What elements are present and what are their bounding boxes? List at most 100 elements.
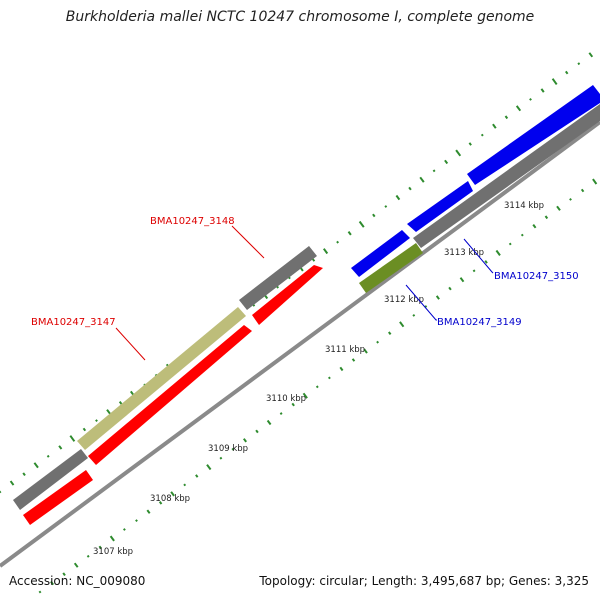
- scale-label-3112: 3112 kbp: [384, 295, 424, 305]
- genome-stats-text: Topology: circular; Length: 3,495,687 bp…: [259, 574, 589, 588]
- gc-tick: [73, 562, 79, 568]
- gc-tick: [529, 98, 532, 101]
- accession-text: Accession: NC_009080: [9, 574, 146, 588]
- gc-tick: [424, 305, 428, 308]
- gc-tick: [455, 149, 462, 157]
- gc-tick: [376, 340, 380, 344]
- gene-red-1[interactable]: [23, 470, 93, 525]
- gc-tick: [432, 169, 436, 173]
- gc-tick: [206, 464, 212, 471]
- gc-tick: [419, 176, 425, 183]
- gc-tick: [577, 62, 581, 66]
- gc-tick: [158, 501, 163, 505]
- gene-label-3149[interactable]: BMA10247_3149: [437, 317, 522, 328]
- gc-tick: [347, 231, 352, 236]
- gc-tick: [387, 331, 392, 335]
- gc-tick: [255, 429, 259, 434]
- gene-red-3147[interactable]: [88, 325, 252, 465]
- gc-tick: [540, 88, 545, 93]
- gc-tick: [135, 519, 138, 523]
- gene-label-3147[interactable]: BMA10247_3147: [31, 317, 116, 328]
- gc-tick: [358, 220, 365, 228]
- gc-tick: [564, 70, 569, 75]
- gc-tick: [339, 366, 344, 372]
- gene-blue-1[interactable]: [351, 230, 410, 277]
- gc-tick: [123, 528, 126, 531]
- gc-tick: [399, 321, 405, 328]
- gene-olive-3149[interactable]: [359, 243, 423, 293]
- gc-tick: [266, 419, 272, 426]
- gene-gray-1[interactable]: [13, 449, 88, 510]
- gc-tick: [46, 454, 50, 458]
- leader-3149: [405, 284, 437, 321]
- scale-label-3113: 3113 kbp: [444, 248, 484, 258]
- gc-tick: [170, 491, 175, 497]
- gc-tick: [588, 52, 594, 58]
- gene-red-3148[interactable]: [252, 265, 323, 325]
- gc-tick: [38, 590, 42, 594]
- gc-tick: [515, 105, 522, 112]
- gc-tick: [384, 205, 388, 208]
- gc-tick: [279, 412, 283, 415]
- gc-tick: [544, 215, 549, 220]
- gc-tick: [459, 277, 465, 283]
- gc-tick: [395, 194, 401, 201]
- gc-tick: [480, 133, 484, 137]
- gc-tick: [484, 260, 488, 264]
- gc-tick: [336, 240, 340, 244]
- gc-tick: [315, 385, 319, 389]
- backbone-line: [0, 120, 600, 568]
- gene-label-3150[interactable]: BMA10247_3150: [494, 271, 579, 282]
- leader-3148: [231, 225, 265, 259]
- gene-blue-3150[interactable]: [467, 85, 600, 185]
- gc-tick: [495, 249, 501, 256]
- gc-tick: [58, 445, 63, 450]
- gc-tick: [351, 358, 356, 362]
- gc-tick: [302, 392, 308, 399]
- gene-tracks: [13, 85, 600, 525]
- gc-tick: [219, 456, 223, 460]
- gc-tick: [311, 258, 316, 262]
- gc-tick: [492, 123, 497, 129]
- gc-tick: [508, 242, 512, 246]
- gc-tick: [372, 213, 376, 218]
- scale-label-3111: 3111 kbp: [325, 345, 365, 355]
- gene-blue-2[interactable]: [407, 181, 473, 232]
- gc-tick: [592, 178, 598, 185]
- gc-tick: [106, 409, 111, 415]
- gc-tick-tracks: [0, 52, 598, 594]
- gc-tick: [0, 490, 2, 494]
- gc-tick: [118, 401, 123, 405]
- gc-tick: [195, 474, 199, 478]
- gc-tick: [86, 554, 90, 558]
- gc-tick: [532, 224, 537, 229]
- gc-tick: [98, 545, 102, 550]
- gc-tick: [231, 447, 235, 451]
- gc-tick: [322, 248, 329, 255]
- gc-tick: [95, 419, 98, 422]
- gene-gray-3148[interactable]: [239, 246, 317, 310]
- gc-tick: [556, 205, 561, 211]
- gene-khaki-3147[interactable]: [77, 307, 246, 450]
- gc-tick: [146, 509, 151, 514]
- gc-tick: [50, 580, 55, 586]
- gc-tick: [33, 462, 39, 469]
- gene-gray-long[interactable]: [413, 104, 600, 248]
- gc-tick: [9, 480, 15, 486]
- leader-3150: [463, 238, 494, 274]
- gc-tick: [569, 198, 572, 201]
- gene-label-3148[interactable]: BMA10247_3148: [150, 216, 235, 227]
- gc-tick: [444, 159, 449, 165]
- gc-tick: [291, 402, 295, 407]
- gc-tick: [327, 376, 331, 380]
- gc-tick: [82, 427, 87, 432]
- gc-tick: [504, 115, 509, 120]
- gc-tick: [69, 435, 76, 442]
- scale-label-3108: 3108 kbp: [150, 494, 190, 504]
- scale-label-3110: 3110 kbp: [266, 394, 306, 404]
- scale-label-3109: 3109 kbp: [208, 444, 248, 454]
- gc-tick: [243, 438, 247, 443]
- leader-3147: [115, 327, 146, 361]
